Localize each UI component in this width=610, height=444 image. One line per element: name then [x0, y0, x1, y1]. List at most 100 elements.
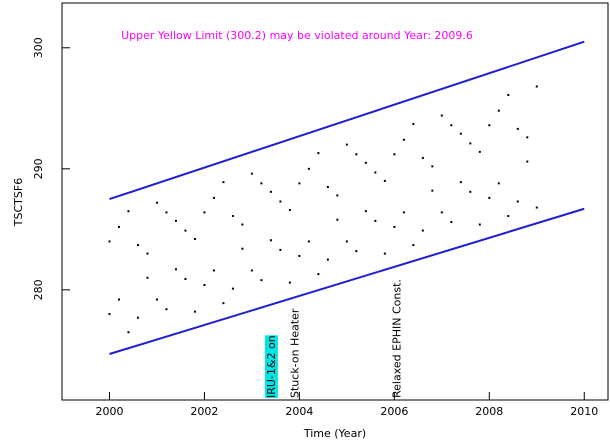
data-point	[146, 276, 149, 279]
data-point	[260, 182, 263, 185]
data-point	[326, 185, 329, 188]
data-point	[383, 252, 386, 255]
trend-line	[109, 207, 585, 355]
data-point	[250, 172, 253, 175]
data-point	[174, 219, 177, 222]
data-point	[127, 331, 130, 334]
data-point	[478, 150, 481, 153]
data-point	[184, 229, 187, 232]
data-point	[231, 287, 234, 290]
data-point	[421, 156, 424, 159]
data-point	[431, 165, 434, 168]
data-point	[155, 201, 158, 204]
data-point	[355, 250, 358, 253]
data-point	[336, 194, 339, 197]
data-point	[184, 277, 187, 280]
data-point	[241, 247, 244, 250]
data-point	[393, 153, 396, 156]
data-point	[402, 211, 405, 214]
data-point	[450, 124, 453, 127]
data-point	[250, 269, 253, 272]
event-label: IRU-1&2 on	[265, 335, 278, 398]
data-point	[535, 206, 538, 209]
data-point	[193, 310, 196, 313]
data-point	[260, 279, 263, 282]
data-point	[269, 190, 272, 193]
x-axis-label: Time (Year)	[303, 427, 366, 440]
data-point	[117, 298, 120, 301]
data-point	[516, 127, 519, 130]
y-tick-label: 300	[32, 37, 45, 58]
data-point	[469, 142, 472, 145]
data-point	[355, 153, 358, 156]
data-point	[174, 268, 177, 271]
data-point	[298, 182, 301, 185]
data-point	[459, 181, 462, 184]
data-point	[317, 152, 320, 155]
data-point	[298, 254, 301, 257]
data-point	[431, 189, 434, 192]
event-highlight	[264, 335, 278, 398]
data-point	[526, 160, 529, 163]
plot-frame	[61, 2, 609, 401]
data-point	[507, 93, 510, 96]
data-point	[127, 210, 130, 213]
data-point	[336, 218, 339, 221]
data-point	[507, 215, 510, 218]
data-point	[459, 132, 462, 135]
data-point	[136, 316, 139, 319]
data-point	[165, 211, 168, 214]
data-point	[497, 182, 500, 185]
data-point	[402, 138, 405, 141]
data-point	[136, 244, 139, 247]
data-point	[222, 302, 225, 305]
data-point	[526, 136, 529, 139]
data-point	[222, 181, 225, 184]
data-point	[279, 200, 282, 203]
data-point	[421, 229, 424, 232]
x-tick-label: 2006	[380, 405, 408, 418]
x-tick-label: 2002	[190, 405, 218, 418]
data-point	[108, 240, 111, 243]
data-point	[440, 211, 443, 214]
y-tick-label: 290	[32, 158, 45, 179]
data-point	[535, 85, 538, 88]
y-tick-label: 280	[32, 279, 45, 300]
data-point	[497, 109, 500, 112]
y-axis-label: TSCTSF6	[12, 178, 25, 227]
data-point	[383, 179, 386, 182]
data-point	[412, 123, 415, 126]
data-point	[165, 308, 168, 311]
data-point	[269, 239, 272, 242]
x-tick-label: 2010	[570, 405, 598, 418]
data-point	[307, 240, 310, 243]
annotation: Upper Yellow Limit (300.2) may be violat…	[121, 29, 473, 42]
data-point	[516, 200, 519, 203]
data-point	[108, 313, 111, 316]
data-point	[374, 219, 377, 222]
event-label: Relaxed EPHIN Const.	[391, 279, 404, 398]
data-point	[364, 210, 367, 213]
data-point	[326, 258, 329, 261]
data-point	[488, 124, 491, 127]
data-point	[317, 273, 320, 276]
data-point	[146, 252, 149, 255]
data-point	[203, 284, 206, 287]
data-point	[374, 171, 377, 174]
data-point	[450, 221, 453, 224]
data-point	[440, 114, 443, 117]
data-point	[478, 223, 481, 226]
data-point	[231, 215, 234, 218]
data-point	[364, 161, 367, 164]
data-point	[469, 190, 472, 193]
data-point	[279, 248, 282, 251]
trend-line	[109, 40, 585, 201]
data-point	[345, 240, 348, 243]
x-tick-label: 2008	[475, 405, 503, 418]
data-point	[117, 225, 120, 228]
data-point	[212, 196, 215, 199]
event-label: Stuck-on Heater	[289, 308, 302, 398]
x-tick-label: 2004	[285, 405, 313, 418]
data-point	[288, 281, 291, 284]
